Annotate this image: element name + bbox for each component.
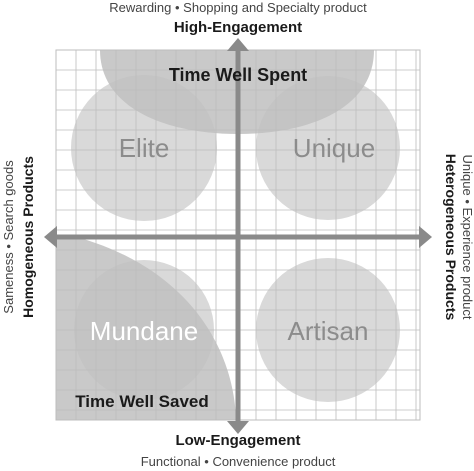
top-axis-subtitle: Rewarding • Shopping and Specialty produ… [109,0,367,15]
grid-lines [56,50,420,420]
quadrant-label-artisan: Artisan [288,316,369,346]
top-axis-title: High-Engagement [174,19,302,36]
bottom-axis-subtitle: Functional • Convenience product [141,454,336,469]
bottom-axis-title: Low-Engagement [175,432,300,449]
zone-label-time-well-spent: Time Well Spent [169,65,307,85]
arrow-left-icon [44,226,57,248]
zone-label-time-well-saved: Time Well Saved [75,392,209,411]
left-axis-title: Homogeneous Products [20,156,36,318]
arrow-right-icon [419,226,432,248]
right-axis-title: Heterogeneous Products [443,154,459,321]
quadrant-label-unique: Unique [293,133,375,163]
left-axis-subtitle: Sameness • Search goods [1,160,16,314]
quadrant-label-mundane: Mundane [90,316,198,346]
quadrant-label-elite: Elite [119,133,170,163]
arrow-up-icon [227,38,249,51]
right-axis-subtitle: Unique • Experience product [460,155,474,320]
time-well-saved-zone [56,238,236,420]
arrow-down-icon [227,421,249,434]
